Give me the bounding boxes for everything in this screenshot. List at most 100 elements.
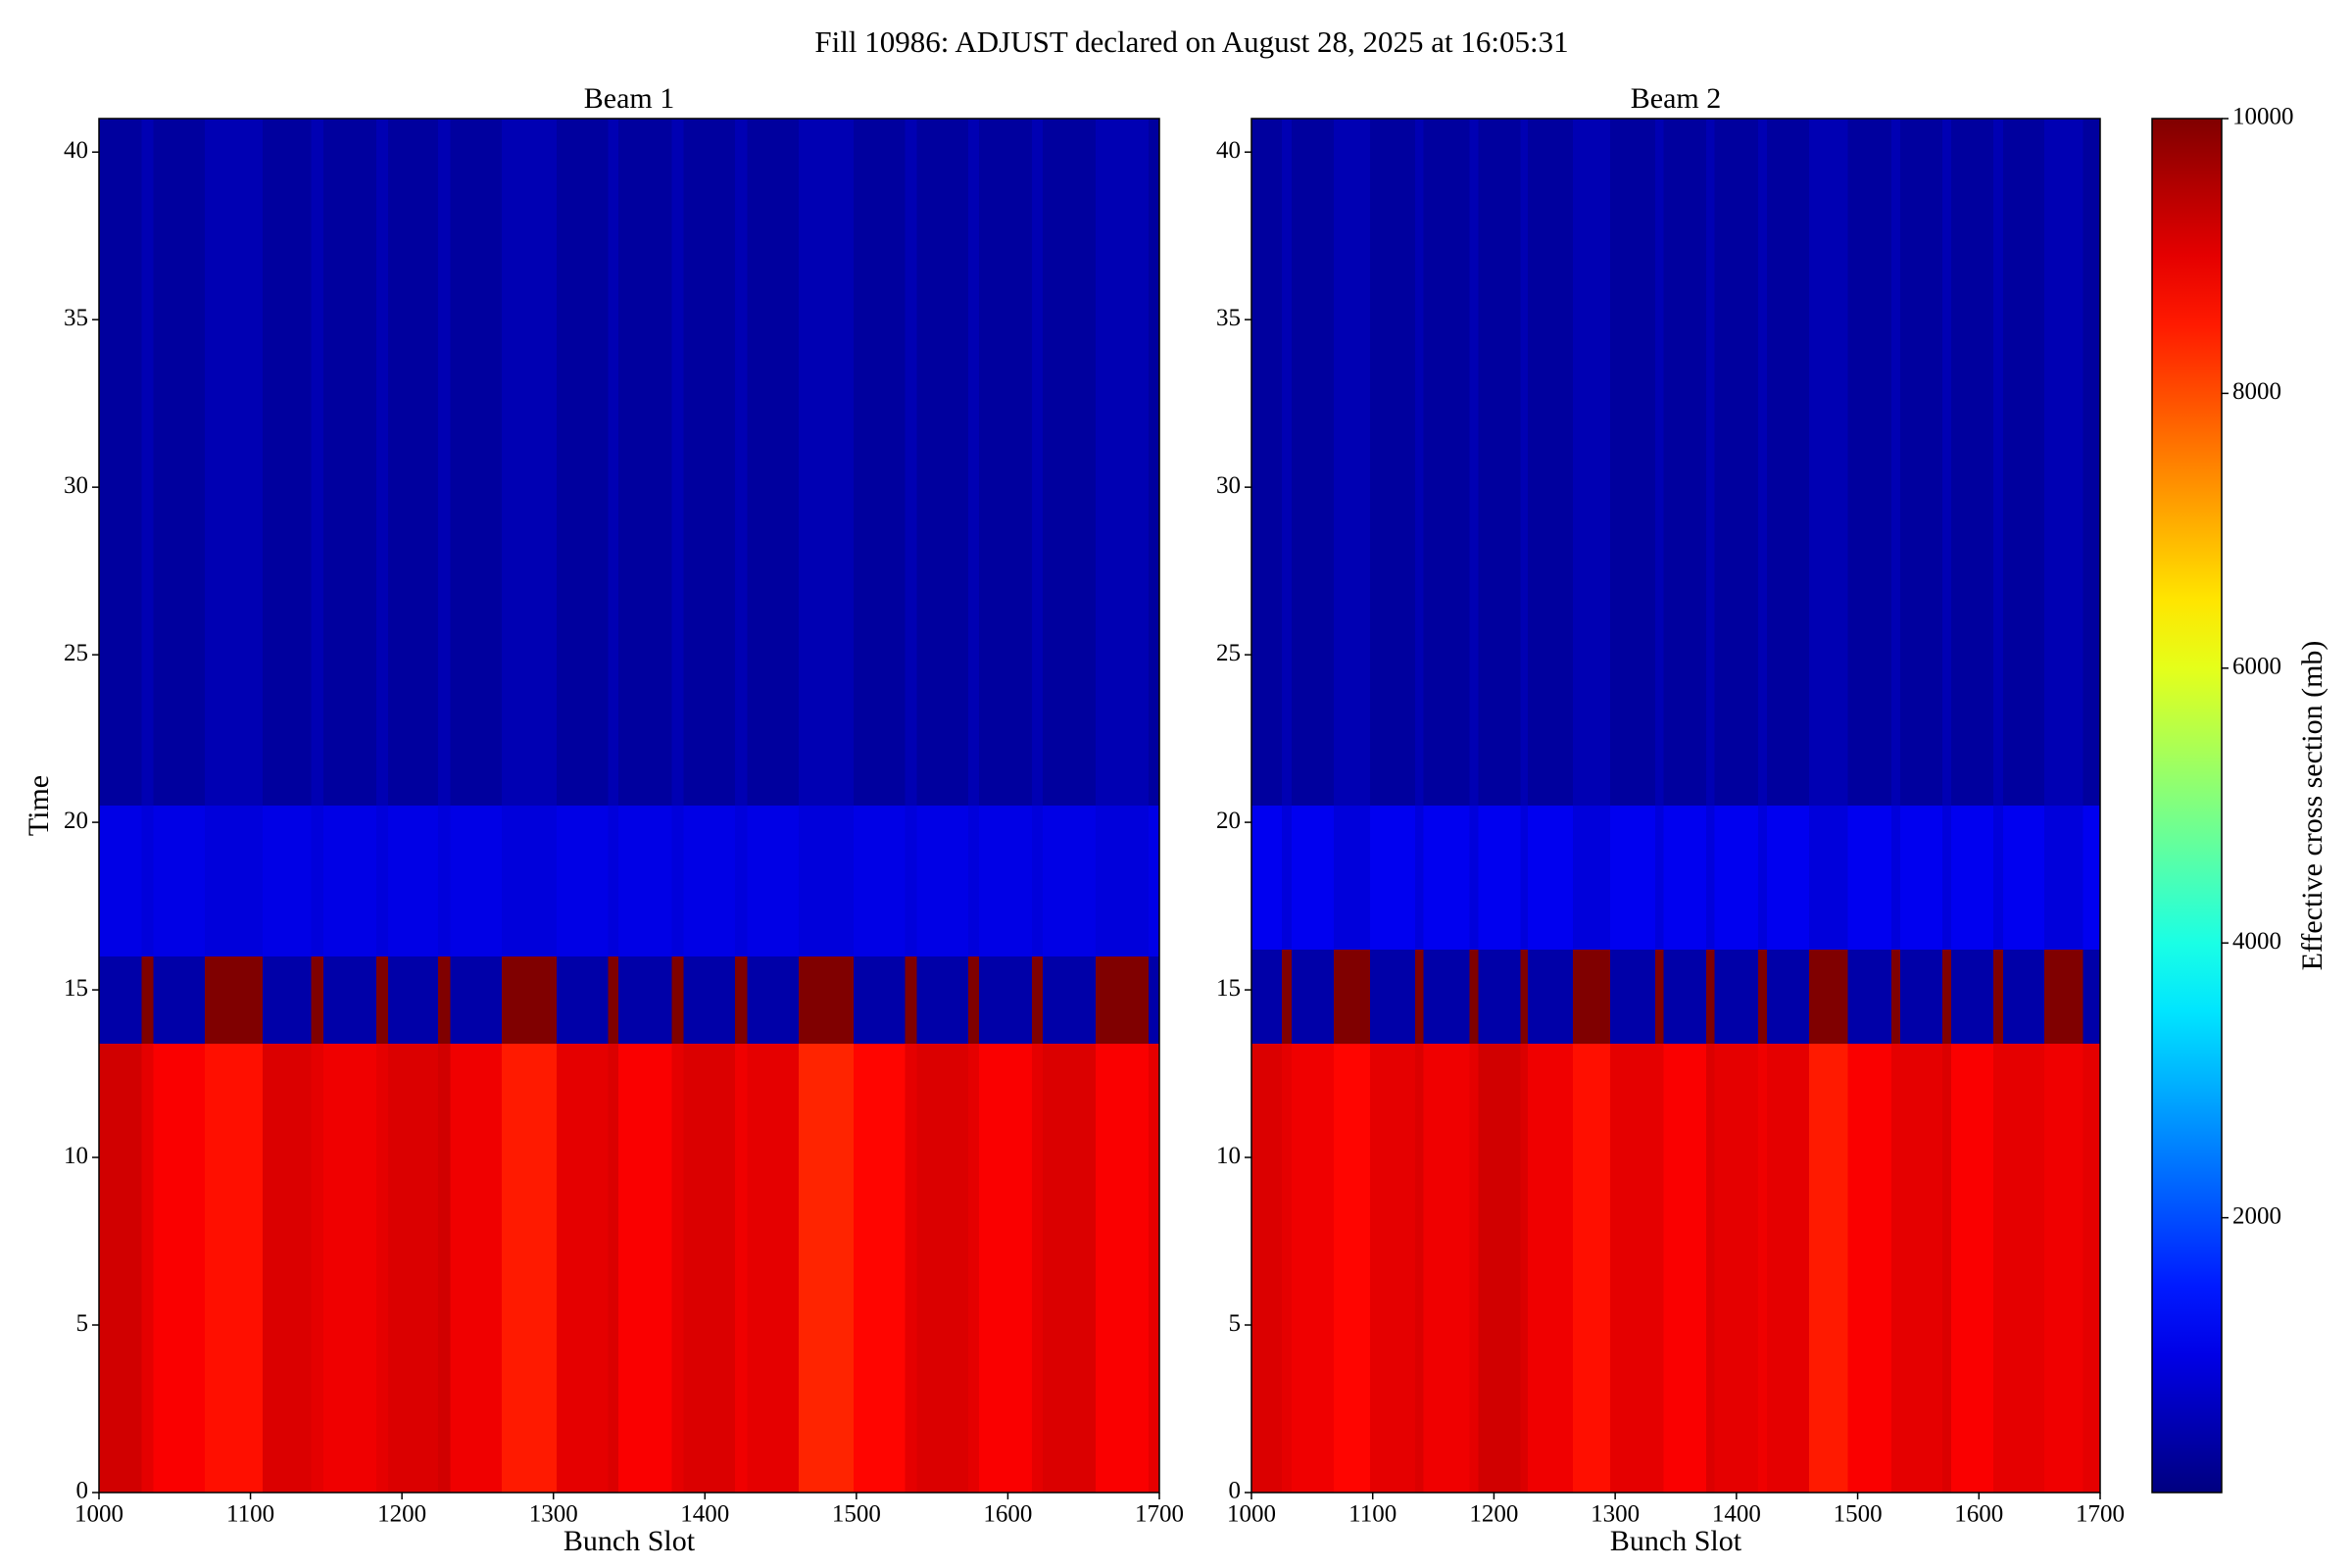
heatmap-cell bbox=[747, 1043, 800, 1493]
heatmap-cell bbox=[968, 806, 980, 956]
heatmap-cell bbox=[1766, 1043, 1810, 1493]
heatmap-cell bbox=[2044, 950, 2083, 1044]
y-tick-label: 30 bbox=[64, 472, 88, 499]
heatmap-cell bbox=[1042, 956, 1097, 1044]
heatmap-cell bbox=[1149, 1043, 1159, 1493]
heatmap-cell bbox=[1942, 119, 1951, 806]
heatmap-cell bbox=[205, 1043, 263, 1493]
heatmap-cell bbox=[1032, 1043, 1043, 1493]
heatmap-cell bbox=[1096, 956, 1150, 1044]
heatmap-cell bbox=[2003, 806, 2045, 951]
heatmap-cell bbox=[438, 806, 451, 956]
heatmap-cell bbox=[1149, 119, 1159, 806]
heatmap-cell bbox=[1520, 806, 1529, 951]
heatmap-cell bbox=[322, 956, 376, 1044]
heatmap-cell bbox=[608, 119, 619, 806]
heatmap-cell bbox=[1423, 806, 1470, 951]
heatmap-cell bbox=[1032, 119, 1043, 806]
heatmap-cell bbox=[1758, 1043, 1767, 1493]
heatmap-cell bbox=[979, 1043, 1033, 1493]
heatmap-cell bbox=[916, 956, 969, 1044]
y-tick-label: 0 bbox=[1229, 1478, 1242, 1504]
heatmap-cell bbox=[99, 1043, 142, 1493]
heatmap-cell bbox=[450, 806, 503, 956]
heatmap-cell bbox=[1950, 806, 1994, 951]
heatmap-cell bbox=[388, 1043, 439, 1493]
heatmap-cell bbox=[1096, 806, 1150, 956]
heatmap-cell bbox=[2003, 119, 2045, 806]
heatmap-cell bbox=[683, 1043, 736, 1493]
heatmap-cell bbox=[1149, 956, 1159, 1044]
heatmap-cell bbox=[683, 806, 736, 956]
heatmap-cell bbox=[1899, 119, 1943, 806]
heatmap-cell bbox=[1423, 1043, 1470, 1493]
y-tick-label: 20 bbox=[64, 808, 88, 834]
colorbar-tick-label: 2000 bbox=[2232, 1202, 2281, 1229]
heatmap-cell bbox=[683, 956, 736, 1044]
heatmap-cell bbox=[1993, 950, 2004, 1044]
y-tick-label: 25 bbox=[1216, 640, 1241, 666]
heatmap-cell bbox=[683, 119, 736, 806]
heatmap-cell bbox=[979, 119, 1033, 806]
heatmap-cell bbox=[1042, 806, 1097, 956]
heatmap-cell bbox=[735, 806, 748, 956]
y-tick-label: 0 bbox=[76, 1478, 89, 1504]
heatmap-cell bbox=[1654, 806, 1664, 951]
heatmap-cell bbox=[618, 806, 672, 956]
heatmap-cell bbox=[1942, 950, 1951, 1044]
heatmap-cell bbox=[450, 119, 503, 806]
heatmap-cell bbox=[1251, 1043, 1282, 1493]
heatmap-cell bbox=[1809, 1043, 1848, 1493]
heatmap-cell bbox=[556, 956, 609, 1044]
heatmap-cell bbox=[1654, 950, 1664, 1044]
heatmap-cell bbox=[375, 1043, 389, 1493]
x-tick-label: 1200 bbox=[1469, 1501, 1518, 1528]
heatmap-cell bbox=[1334, 119, 1371, 806]
x-tick-label: 1100 bbox=[226, 1501, 274, 1528]
heatmap-cell bbox=[853, 1043, 906, 1493]
heatmap-cell bbox=[1663, 1043, 1706, 1493]
heatmap-cell bbox=[2044, 806, 2083, 951]
heatmap-cell bbox=[205, 956, 263, 1044]
heatmap-cell bbox=[608, 956, 619, 1044]
heatmap-cell bbox=[311, 806, 323, 956]
heatmap-cell bbox=[1251, 950, 1282, 1044]
heatmap-cell bbox=[556, 1043, 609, 1493]
heatmap-cell bbox=[618, 1043, 672, 1493]
heatmap-cell bbox=[671, 806, 684, 956]
heatmap-cell bbox=[1891, 1043, 1900, 1493]
heatmap-cell bbox=[99, 806, 142, 956]
heatmap-cell bbox=[1993, 119, 2004, 806]
heatmap-cell bbox=[1149, 806, 1159, 956]
heatmap-cell bbox=[153, 806, 206, 956]
panel-title: Beam 2 bbox=[1631, 82, 1721, 115]
heatmap-cell bbox=[1758, 950, 1767, 1044]
heatmap-cell bbox=[1766, 806, 1810, 951]
heatmap-cell bbox=[1654, 119, 1664, 806]
x-tick-label: 1500 bbox=[1834, 1501, 1883, 1528]
heatmap-cell bbox=[916, 1043, 969, 1493]
heatmap-cell bbox=[153, 119, 206, 806]
heatmap-cell bbox=[1415, 806, 1424, 951]
heatmap-cell bbox=[1942, 806, 1951, 951]
heatmap-cell bbox=[450, 956, 503, 1044]
y-tick-label: 20 bbox=[1216, 808, 1241, 834]
y-tick-label: 35 bbox=[1216, 305, 1241, 331]
heatmap-cell bbox=[1281, 806, 1292, 951]
heatmap-cell bbox=[1993, 806, 2004, 951]
heatmap-cell bbox=[311, 956, 323, 1044]
heatmap-cell bbox=[747, 806, 800, 956]
heatmap-cell bbox=[747, 119, 800, 806]
heatmap-cell bbox=[1251, 806, 1282, 951]
heatmap-cell bbox=[1942, 1043, 1951, 1493]
x-tick-label: 1300 bbox=[1591, 1501, 1640, 1528]
heatmap-cell bbox=[608, 1043, 619, 1493]
heatmap-cell bbox=[502, 956, 557, 1044]
heatmap-cell bbox=[1042, 1043, 1097, 1493]
heatmap-cell bbox=[979, 956, 1033, 1044]
heatmap-cell bbox=[1415, 950, 1424, 1044]
x-axis-label: Bunch Slot bbox=[1610, 1525, 1742, 1557]
heatmap-cell bbox=[1714, 119, 1759, 806]
heatmap-cell bbox=[1705, 1043, 1715, 1493]
heatmap-cell bbox=[388, 119, 439, 806]
